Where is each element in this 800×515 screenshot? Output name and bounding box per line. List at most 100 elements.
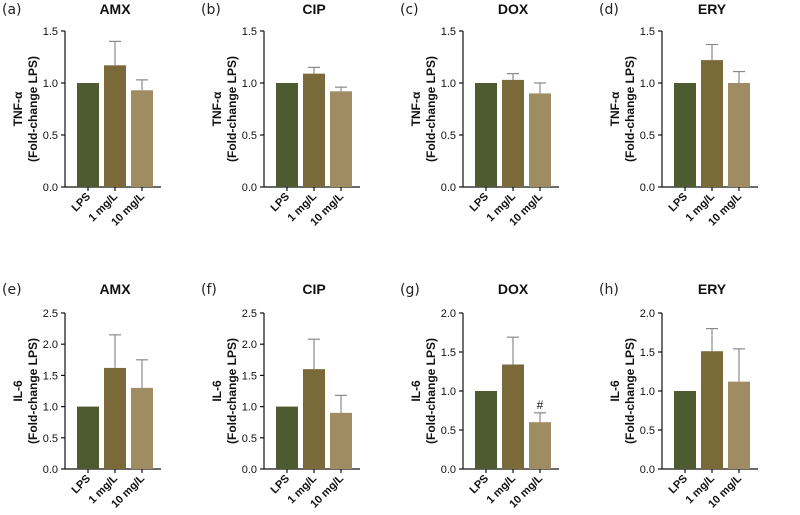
panel-letter: (d)	[599, 2, 619, 18]
y-tick-label: 1.5	[43, 370, 58, 382]
panel-title: CIP	[302, 1, 325, 17]
bar	[104, 65, 126, 187]
y-tick-label: 1.0	[640, 386, 655, 398]
y-axis-label: TNF-α	[409, 91, 423, 126]
panel-letter: (h)	[599, 282, 619, 298]
y-axis-sublabel: (Fold-change LPS)	[424, 56, 438, 162]
panel-e: (e) AMX IL-6 (Fold-change LPS) 0.0 0.5 1.0 1.5 2…	[2, 281, 161, 511]
x-tick-label: LPS	[666, 473, 690, 497]
bar	[674, 391, 696, 469]
bar	[475, 391, 497, 469]
x-tick-label: LPS	[467, 191, 491, 215]
bar	[728, 83, 750, 187]
bar	[276, 406, 298, 469]
bar	[529, 93, 551, 187]
bar	[701, 60, 723, 188]
y-tick-label: 2.0	[640, 308, 655, 320]
bar	[529, 422, 551, 469]
panel-g: (g) DOX IL-6 (Fold-change LPS) 0.0 0.5 1.0 1.5 2…	[400, 281, 559, 511]
y-axis-sublabel: (Fold-change LPS)	[424, 338, 438, 444]
y-tick-label: 0.0	[43, 182, 58, 194]
panel-title: DOX	[498, 1, 529, 17]
y-tick-label: 1.0	[441, 78, 456, 90]
y-tick-label: 0.0	[43, 464, 58, 476]
x-tick-label: LPS	[666, 191, 690, 215]
panel-b: (b) CIP TNF-α (Fold-change LPS) 0.0 0.5 1.0 1.5…	[201, 1, 360, 229]
y-tick-label: 0.0	[441, 464, 456, 476]
bar	[674, 83, 696, 187]
bar	[276, 83, 298, 187]
panel-h: (h) ERY IL-6 (Fold-change LPS) 0.0 0.5 1.0 1.5 2…	[599, 281, 758, 511]
panel-letter: (f)	[201, 282, 217, 298]
bar	[303, 73, 325, 187]
y-tick-label: 2.5	[242, 308, 257, 320]
y-axis-label: IL-6	[409, 380, 423, 402]
panel-title: ERY	[698, 1, 727, 17]
panel-letter: (c)	[400, 2, 419, 18]
y-tick-label: 1.0	[640, 78, 655, 90]
y-tick-label: 0.5	[640, 130, 655, 142]
bar	[303, 369, 325, 469]
y-axis-label: TNF-α	[210, 91, 224, 126]
y-tick-label: 1.5	[640, 26, 655, 38]
y-tick-label: 0.5	[441, 130, 456, 142]
y-tick-label: 2.5	[43, 308, 58, 320]
panel-f: (f) CIP IL-6 (Fold-change LPS) 0.0 0.5 1.0 1.5 2…	[201, 281, 360, 511]
y-tick-label: 1.5	[43, 26, 58, 38]
x-tick-label: LPS	[467, 473, 491, 497]
bar	[330, 91, 352, 187]
x-tick-label: LPS	[69, 473, 93, 497]
x-tick-label: LPS	[69, 191, 93, 215]
y-axis-sublabel: (Fold-change LPS)	[225, 56, 239, 162]
y-tick-label: 1.5	[242, 370, 257, 382]
y-tick-label: 1.5	[640, 347, 655, 359]
y-axis-label: IL-6	[608, 380, 622, 402]
bar	[77, 83, 99, 187]
y-tick-label: 1.0	[242, 78, 257, 90]
bar	[701, 351, 723, 469]
panel-title: ERY	[698, 281, 727, 297]
bar	[131, 387, 153, 469]
panel-letter: (a)	[2, 2, 22, 18]
y-tick-label: 0.5	[242, 130, 257, 142]
bar	[728, 381, 750, 469]
panel-title: AMX	[99, 281, 131, 297]
y-tick-label: 0.5	[43, 433, 58, 445]
y-tick-label: 0.0	[640, 464, 655, 476]
y-axis-label: TNF-α	[608, 91, 622, 126]
x-tick-label: LPS	[268, 473, 292, 497]
y-axis-label: TNF-α	[11, 91, 25, 126]
y-tick-label: 1.5	[441, 26, 456, 38]
panel-c: (c) DOX TNF-α (Fold-change LPS) 0.0 0.5 1.0 1.5…	[400, 1, 559, 229]
y-axis-sublabel: (Fold-change LPS)	[26, 338, 40, 444]
y-axis-sublabel: (Fold-change LPS)	[26, 56, 40, 162]
y-tick-label: 1.0	[242, 402, 257, 414]
y-axis-sublabel: (Fold-change LPS)	[623, 56, 637, 162]
y-tick-label: 1.0	[43, 402, 58, 414]
bar	[330, 412, 352, 469]
y-tick-label: 0.5	[43, 130, 58, 142]
y-tick-label: 0.5	[441, 425, 456, 437]
y-tick-label: 1.5	[242, 26, 257, 38]
y-tick-label: 2.0	[441, 308, 456, 320]
y-tick-label: 0.5	[640, 425, 655, 437]
y-axis-label: IL-6	[11, 380, 25, 402]
y-tick-label: 0.0	[242, 182, 257, 194]
panel-letter: (g)	[400, 282, 420, 298]
bar	[475, 83, 497, 187]
panel-d: (d) ERY TNF-α (Fold-change LPS) 0.0 0.5 1.0 1.5…	[599, 1, 758, 229]
y-tick-label: 0.0	[441, 182, 456, 194]
significance-mark: #	[537, 398, 544, 412]
bar	[502, 79, 524, 187]
bar	[131, 90, 153, 187]
y-tick-label: 1.0	[43, 78, 58, 90]
panel-letter: (e)	[2, 282, 22, 298]
bar	[502, 364, 524, 469]
y-tick-label: 1.5	[441, 347, 456, 359]
bar	[77, 406, 99, 469]
y-axis-sublabel: (Fold-change LPS)	[623, 338, 637, 444]
y-tick-label: 0.0	[242, 464, 257, 476]
y-tick-label: 2.0	[43, 339, 58, 351]
y-axis-label: IL-6	[210, 380, 224, 402]
